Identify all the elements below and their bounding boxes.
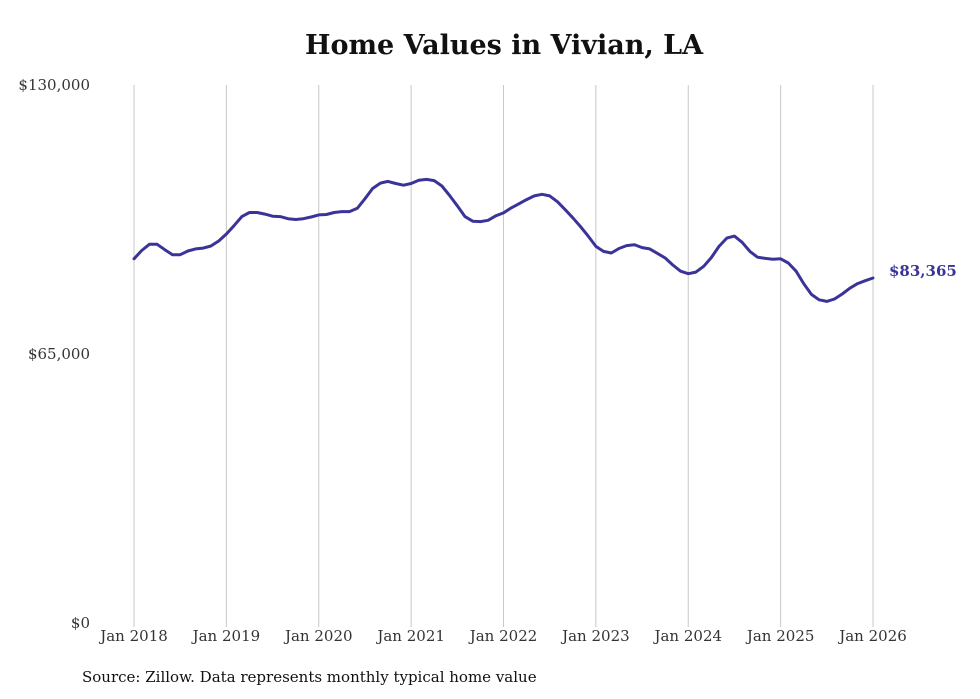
- y-tick-label: $65,000: [28, 345, 90, 363]
- y-tick-label: $130,000: [18, 76, 90, 94]
- x-tick-label: Jan 2024: [652, 627, 722, 645]
- gridlines: [133, 85, 874, 627]
- chart-title: Home Values in Vivian, LA: [304, 30, 704, 61]
- series-line: [132, 177, 875, 303]
- x-tick-label: Jan 2019: [191, 627, 261, 645]
- x-tick-label: Jan 2023: [560, 627, 630, 645]
- y-tick-label: $0: [71, 614, 90, 632]
- y-axis-ticks: $0 $65,000 $130,000: [18, 76, 90, 632]
- x-axis-ticks: Jan 2018 Jan 2019 Jan 2020 Jan 2021 Jan 2022…: [98, 627, 907, 645]
- x-tick-label: Jan 2018: [98, 627, 168, 645]
- x-tick-label: Jan 2021: [375, 627, 445, 645]
- x-tick-label: Jan 2026: [837, 627, 907, 645]
- x-tick-label: Jan 2020: [283, 627, 353, 645]
- end-value-label: $83,365: [889, 262, 957, 280]
- x-tick-label: Jan 2025: [745, 627, 815, 645]
- source-note: Source: Zillow. Data represents monthly …: [82, 668, 537, 686]
- series-layer: $83,365: [132, 177, 957, 303]
- x-tick-label: Jan 2022: [468, 627, 538, 645]
